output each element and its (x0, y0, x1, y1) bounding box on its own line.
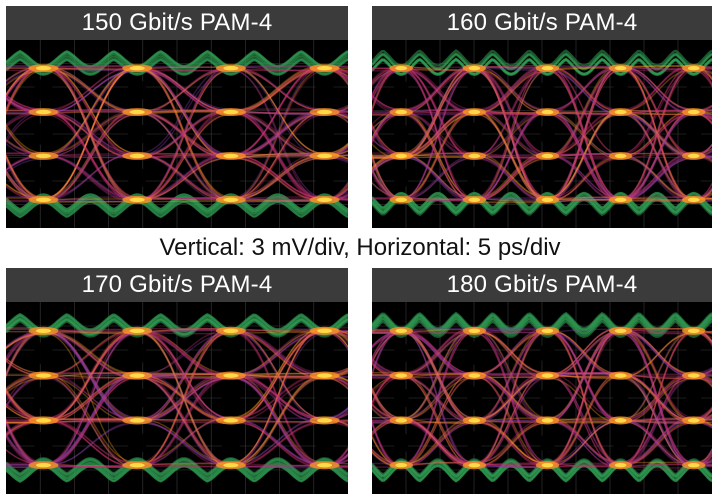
eye-diagram-panel-170: 170 Gbit/s PAM-4 (6, 268, 348, 494)
eye-plot-160 (372, 40, 712, 228)
eye-plot-180 (372, 302, 712, 494)
eye-diagram-180 (372, 302, 712, 494)
panel-title-150: 150 Gbit/s PAM-4 (6, 6, 348, 40)
eye-plot-150 (6, 40, 348, 228)
eye-diagram-panel-180: 180 Gbit/s PAM-4 (372, 268, 712, 494)
eye-diagram-panel-160: 160 Gbit/s PAM-4 (372, 6, 712, 228)
eye-diagram-panel-150: 150 Gbit/s PAM-4 (6, 6, 348, 228)
eye-diagram-150 (6, 40, 348, 228)
eye-diagram-170 (6, 302, 348, 494)
panel-title-160: 160 Gbit/s PAM-4 (372, 6, 712, 40)
panel-title-180: 180 Gbit/s PAM-4 (372, 268, 712, 302)
eye-plot-170 (6, 302, 348, 494)
scale-caption: Vertical: 3 mV/div, Horizontal: 5 ps/div (0, 232, 720, 264)
eye-diagram-160 (372, 40, 712, 228)
panel-title-170: 170 Gbit/s PAM-4 (6, 268, 348, 302)
